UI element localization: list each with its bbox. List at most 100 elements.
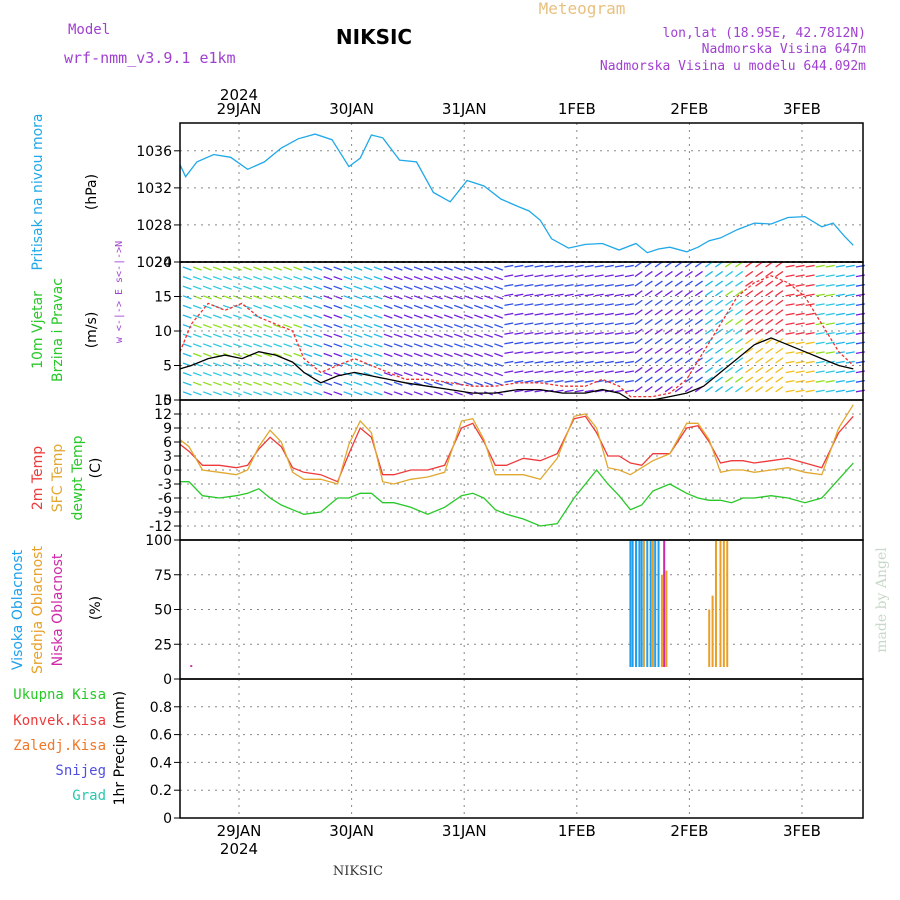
wind-barb	[443, 391, 453, 396]
wind-barb	[283, 323, 293, 329]
wind-barb	[775, 328, 784, 335]
grid-0: 1024 1028 1032 1036	[136, 123, 863, 271]
wind-barb	[383, 391, 393, 396]
wind-barb	[283, 333, 293, 338]
wind-barb	[303, 343, 313, 348]
wind-barb	[192, 314, 202, 319]
wind-barb	[835, 293, 845, 297]
wind-barb	[805, 389, 815, 393]
wind-barb	[504, 264, 514, 268]
wind-barb	[343, 333, 353, 338]
wind-barb	[825, 389, 835, 393]
wind-barb	[353, 352, 363, 358]
wind-barb	[825, 303, 835, 307]
wind-barb	[574, 274, 584, 278]
wind-barb	[423, 323, 433, 329]
cloud-low-title: Niska Oblacnost	[50, 553, 66, 666]
wind-barb	[815, 303, 825, 307]
wind-barb	[494, 343, 504, 348]
wind-barb	[785, 351, 795, 355]
wind-barb	[283, 352, 293, 358]
wind-barb	[795, 379, 805, 383]
wind-barb	[494, 371, 504, 377]
wind-barb	[735, 290, 744, 297]
wind-barb	[353, 362, 363, 367]
wind-barb	[765, 338, 774, 345]
wind-barb	[845, 312, 855, 316]
wind-barb	[594, 341, 604, 345]
wind-barb	[694, 270, 703, 278]
wind-barb	[634, 386, 643, 393]
watermark: made by Angel	[874, 547, 890, 653]
wind-barb	[313, 285, 323, 290]
wind-barb	[494, 266, 504, 271]
wind-barb	[674, 376, 683, 383]
wind-barb	[624, 293, 634, 297]
wind-barb	[684, 347, 693, 354]
wind-barb	[263, 323, 273, 329]
wind-barb	[785, 341, 795, 345]
wind-barb	[253, 333, 262, 338]
wind-barb	[554, 351, 564, 355]
wind-barb	[283, 304, 293, 310]
wind-barb	[584, 293, 594, 297]
wind-barb	[253, 362, 262, 367]
wind-barb	[604, 341, 614, 345]
wind-barb	[644, 290, 653, 297]
wind-barb	[363, 391, 373, 396]
wind-barb	[544, 341, 554, 345]
ytick-label: -12	[149, 519, 172, 535]
year-label-bottom: 2024	[220, 840, 258, 858]
wind-barb	[614, 322, 624, 326]
wind-barb	[393, 371, 403, 377]
wind-barb	[303, 362, 313, 367]
wind-barb	[694, 290, 703, 297]
wind-barb	[835, 389, 845, 393]
wind-barb	[423, 343, 433, 348]
wind-barb	[604, 293, 614, 297]
wind-barb	[403, 304, 413, 310]
wind-barb	[373, 362, 383, 367]
wind-barb	[534, 283, 544, 287]
cloud-high-title: Visoka Oblacnost	[10, 549, 26, 670]
wind-barb	[654, 386, 663, 393]
wind-barb	[694, 347, 703, 354]
wind-barb	[704, 290, 714, 297]
wind-barb	[845, 303, 855, 307]
wind-barb	[544, 351, 554, 355]
wind-barb	[574, 341, 584, 345]
wind-barb	[212, 333, 222, 338]
wind-barb	[453, 304, 463, 310]
wind-barb	[775, 357, 784, 364]
precip-legend-hail: Grad	[72, 788, 106, 804]
wind-barb	[765, 290, 774, 297]
wind-barb	[634, 357, 643, 364]
wind-barb	[795, 331, 805, 335]
wind-barb	[634, 328, 643, 335]
wind-barb	[413, 275, 423, 281]
wind-barb	[413, 266, 423, 271]
wind-barb	[243, 285, 252, 290]
wind-barb	[313, 381, 323, 386]
wind-barb	[664, 366, 673, 374]
wind-barb	[785, 283, 795, 287]
wind-barb	[293, 343, 303, 348]
wind-barb	[604, 274, 614, 278]
wind-barb	[393, 352, 403, 358]
wind-barb	[212, 391, 222, 396]
wind-barb	[373, 333, 383, 338]
wind-barb	[484, 381, 494, 386]
wind-barb	[584, 331, 594, 335]
wind-barb	[212, 275, 222, 281]
wind-barb	[484, 362, 494, 367]
wind-barb	[654, 318, 663, 326]
wind-barb	[524, 283, 534, 287]
wind-barb	[182, 275, 192, 281]
wind-barb	[313, 352, 323, 358]
wind-barb	[654, 280, 663, 287]
wind-barb	[192, 381, 202, 386]
wind-barb	[604, 264, 614, 268]
wind-barb	[614, 360, 624, 364]
wind-barb	[624, 331, 634, 335]
wind-barb	[534, 264, 544, 268]
